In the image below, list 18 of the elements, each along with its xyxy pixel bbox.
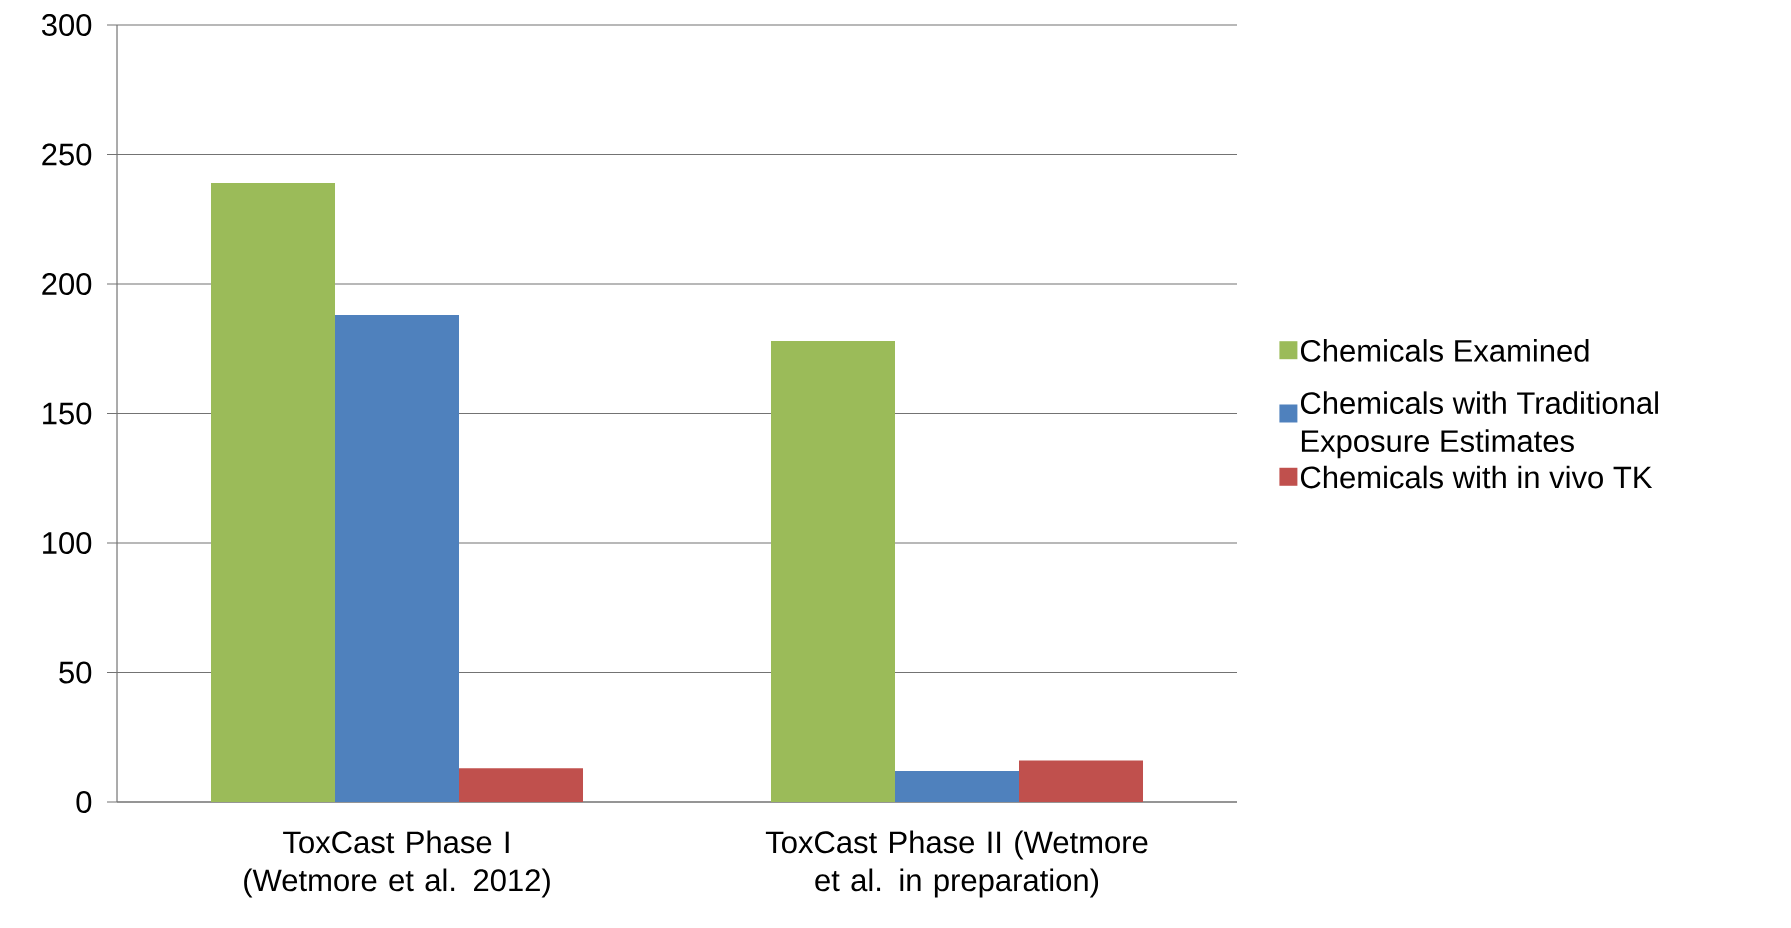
bar <box>459 768 584 802</box>
x-tick-label: ToxCast Phase II (Wetmore et al. in preparation) <box>765 830 1148 898</box>
y-tick-label: 0 <box>76 791 92 813</box>
y-tick-label: 50 <box>59 661 92 684</box>
legend-label: Chemicals Examined <box>1300 339 1589 362</box>
legend-label: Chemicals with Traditional Exposure Estimates <box>1300 391 1658 459</box>
y-tick-label: 300 <box>41 14 92 36</box>
y-tick-label: 150 <box>43 402 92 425</box>
legend-label: Chemicals with in vivo TK <box>1300 465 1653 489</box>
y-tick-label: 100 <box>43 532 92 554</box>
bar <box>771 340 895 802</box>
bar <box>1019 760 1143 802</box>
y-tick-label: 200 <box>42 273 92 295</box>
bar <box>211 182 336 802</box>
x-tick-label: ToxCast Phase I (Wetmore et al. 2012) <box>244 830 550 898</box>
bar <box>895 770 1019 802</box>
bar <box>335 315 460 802</box>
y-tick-label: 250 <box>42 143 92 166</box>
